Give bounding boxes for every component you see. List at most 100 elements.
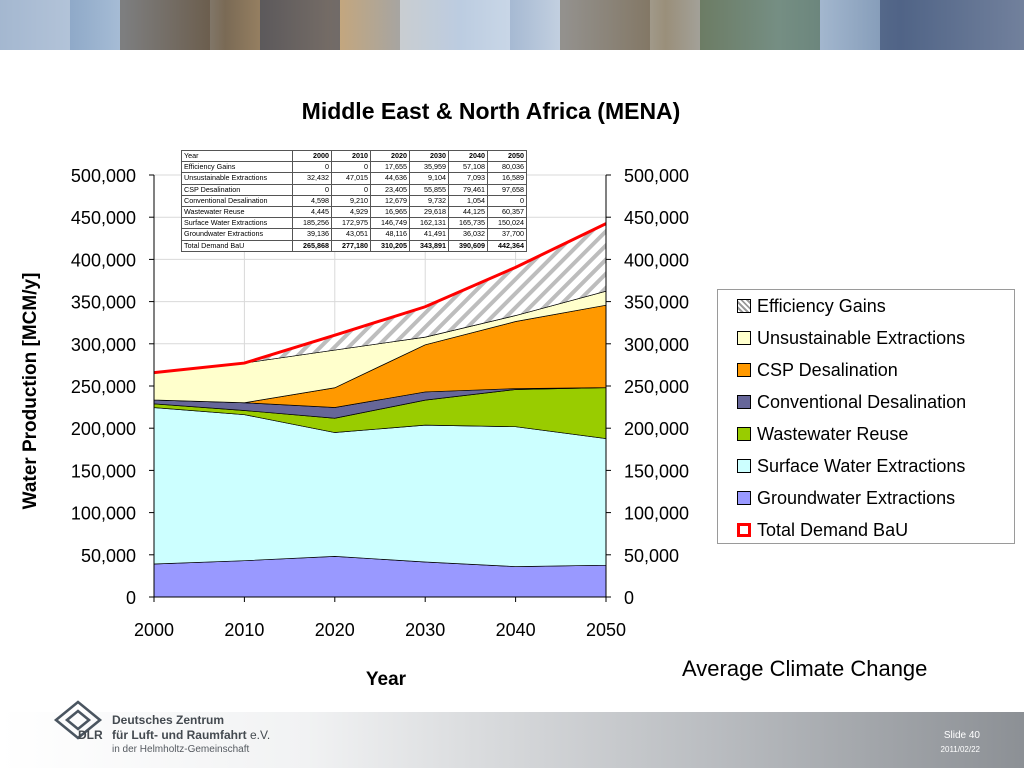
legend-item: Unsustainable Extractions xyxy=(737,326,965,350)
table-row-label: CSP Desalination xyxy=(181,183,293,196)
table-cell: 2030 xyxy=(409,149,449,163)
table-cell: 390,609 xyxy=(448,239,488,252)
legend-label: Groundwater Extractions xyxy=(757,487,956,508)
table-row-label: Efficiency Gains xyxy=(181,161,293,174)
table-cell: 4,598 xyxy=(292,194,332,208)
total-demand-line xyxy=(153,222,607,375)
x-tick-label: 2030 xyxy=(405,620,445,640)
data-table: Year 2000 2010 2020 2030 2040 2050 Efficiency G… xyxy=(181,149,527,252)
legend-swatch xyxy=(737,523,751,537)
org-name-line3: in der Helmholtz-Gemeinschaft xyxy=(112,744,250,755)
legend-item: CSP Desalination xyxy=(737,358,898,382)
x-tick-label: 2050 xyxy=(586,620,626,640)
table-cell: 0 xyxy=(292,161,332,174)
legend-label: Conventional Desalination xyxy=(757,391,967,412)
table-cell: 150,024 xyxy=(487,217,527,230)
scenario-label: Average Climate Change xyxy=(682,656,928,681)
table-cell: 41,491 xyxy=(409,228,449,241)
y-tick-label-right: 200,000 xyxy=(624,419,689,439)
chart-legend: Efficiency Gains Unsustainable Extraction… xyxy=(717,289,1015,544)
legend-swatch xyxy=(737,331,751,345)
legend-item: Groundwater Extractions xyxy=(737,486,955,510)
legend-label: CSP Desalination xyxy=(757,359,898,380)
slide-number: Slide 40 xyxy=(943,730,980,741)
y-tick-label-right: 250,000 xyxy=(624,377,689,397)
legend-swatch xyxy=(737,491,751,505)
table-cell: 2010 xyxy=(331,149,371,163)
legend-label: Surface Water Extractions xyxy=(757,455,966,476)
y-tick-label: 0 xyxy=(126,588,136,608)
y-tick-label-right: 500,000 xyxy=(624,166,689,186)
table-row: Unsustainable Extractions 32,432 47,015 44,… xyxy=(181,172,527,185)
legend-item: Surface Water Extractions xyxy=(737,454,965,478)
table-cell: 37,700 xyxy=(487,228,527,241)
org-name-line2-text: für Luft- und Raumfahrt xyxy=(112,728,247,742)
table-row: Wastewater Reuse 4,445 4,929 16,965 29,618 44… xyxy=(181,206,527,219)
total-demand-line-path xyxy=(153,222,607,375)
table-cell: 343,891 xyxy=(409,239,449,252)
y-tick-label-right: 150,000 xyxy=(624,461,689,481)
table-cell: 0 xyxy=(331,161,371,174)
table-cell: 277,180 xyxy=(331,239,371,252)
banner-photo xyxy=(560,0,650,50)
table-cell: 60,357 xyxy=(487,206,527,219)
table-cell: 0 xyxy=(331,183,371,196)
dlr-logo-icon xyxy=(53,700,103,740)
table-cell: 35,959 xyxy=(409,161,449,174)
org-name-line2: für Luft- und Raumfahrt e.V. xyxy=(112,728,270,742)
y-tick-label: 450,000 xyxy=(71,208,136,228)
table-cell: 2050 xyxy=(487,149,527,163)
x-tick-label: 2020 xyxy=(315,620,355,640)
x-axis-title: Year xyxy=(366,669,407,690)
table-row: Total Demand BaU 265,868 277,180 310,205 343… xyxy=(181,239,527,252)
y-tick-label-right: 350,000 xyxy=(624,293,689,313)
table-cell: 4,445 xyxy=(292,206,332,219)
table-row: Efficiency Gains 0 0 17,655 35,959 57,108 80,0… xyxy=(181,161,527,174)
legend-swatch xyxy=(737,363,751,377)
y-tick-label-right: 100,000 xyxy=(624,504,689,524)
slide-date: 2011/02/22 xyxy=(940,745,980,754)
table-cell: 185,256 xyxy=(292,217,332,230)
table-cell: 32,432 xyxy=(292,172,332,185)
table-cell: 79,461 xyxy=(448,183,488,196)
table-cell: 442,364 xyxy=(487,239,527,252)
table-cell: 310,205 xyxy=(370,239,410,252)
table-cell: 2000 xyxy=(292,149,332,163)
table-cell: 48,116 xyxy=(370,228,410,241)
table-cell: 55,855 xyxy=(409,183,449,196)
y-tick-label: 300,000 xyxy=(71,335,136,355)
y-tick-label-right: 400,000 xyxy=(624,250,689,270)
table-row: Conventional Desalination 4,598 9,210 12,67… xyxy=(181,194,527,208)
table-cell: 43,051 xyxy=(331,228,371,241)
legend-swatch xyxy=(737,427,751,441)
table-cell: 9,732 xyxy=(409,194,449,208)
banner-photo xyxy=(880,0,1024,50)
banner-photo xyxy=(700,0,820,50)
y-tick-label-right: 0 xyxy=(624,588,634,608)
table-row: Surface Water Extractions 185,256 172,975 1… xyxy=(181,217,527,230)
banner-photo xyxy=(260,0,340,50)
table-row-label: Surface Water Extractions xyxy=(181,217,293,230)
y-tick-label: 400,000 xyxy=(71,250,136,270)
y-tick-label: 50,000 xyxy=(81,546,136,566)
table-cell: 165,735 xyxy=(448,217,488,230)
dlr-logo-text: DLR xyxy=(78,728,103,742)
org-suffix: e.V. xyxy=(250,728,271,742)
banner-photo xyxy=(0,0,70,50)
table-cell: 47,015 xyxy=(331,172,371,185)
y-tick-label-right: 50,000 xyxy=(624,546,679,566)
table-cell: 16,589 xyxy=(487,172,527,185)
legend-item: Wastewater Reuse xyxy=(737,422,908,446)
table-row: CSP Desalination 0 0 23,405 55,855 79,461 97,6… xyxy=(181,183,527,196)
table-cell: 172,975 xyxy=(331,217,371,230)
table-header-row: Year 2000 2010 2020 2030 2040 2050 xyxy=(181,149,527,163)
table-cell: 9,104 xyxy=(409,172,449,185)
table-cell: 1,054 xyxy=(448,194,488,208)
table-cell: 2040 xyxy=(448,149,488,163)
table-cell: 23,405 xyxy=(370,183,410,196)
table-cell: 12,679 xyxy=(370,194,410,208)
y-tick-label: 150,000 xyxy=(71,461,136,481)
legend-label: Wastewater Reuse xyxy=(757,423,909,444)
legend-label: Efficiency Gains xyxy=(757,295,886,316)
table-cell: 36,032 xyxy=(448,228,488,241)
